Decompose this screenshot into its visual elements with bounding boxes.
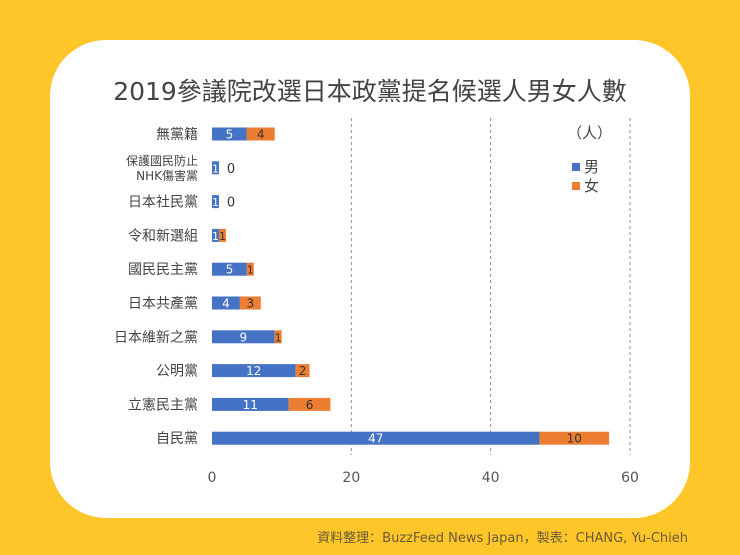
x-tick-label: 60 bbox=[621, 470, 639, 486]
legend-swatch bbox=[572, 163, 580, 171]
data-label: 47 bbox=[368, 432, 383, 446]
category-label: 日本維新之黨 bbox=[114, 330, 198, 346]
source-credit: 資料整理：BuzzFeed News Japan，製表：CHANG, Yu-Ch… bbox=[317, 531, 688, 546]
data-label: 5 bbox=[226, 128, 234, 142]
data-label: 3 bbox=[246, 297, 254, 311]
x-tick-label: 40 bbox=[482, 470, 500, 486]
data-label: 6 bbox=[306, 398, 314, 412]
legend-swatch bbox=[572, 182, 580, 190]
category-label: 日本共產黨 bbox=[128, 295, 198, 312]
data-label: 1 bbox=[247, 264, 254, 277]
bar-segment bbox=[212, 364, 296, 378]
category-label: 公明黨 bbox=[156, 364, 198, 380]
data-label: 9 bbox=[240, 330, 248, 344]
category-label: 自民黨 bbox=[156, 431, 198, 447]
bar-segment bbox=[295, 364, 310, 378]
category-label: 無黨籍 bbox=[156, 126, 198, 143]
data-label: 1 bbox=[212, 196, 219, 209]
bar-segment bbox=[212, 195, 219, 209]
x-tick-label: 20 bbox=[342, 470, 360, 486]
legend-unit: （人） bbox=[567, 124, 612, 142]
bar-segment bbox=[212, 330, 275, 344]
bar-segment bbox=[539, 431, 610, 445]
bar-segment bbox=[212, 296, 240, 310]
data-label: 1 bbox=[219, 230, 226, 243]
bar-segment bbox=[274, 330, 282, 344]
category-label: 保護國民防止 bbox=[126, 153, 198, 168]
chart-title: 2019參議院改選日本政黨提名候選人男女人數 bbox=[113, 77, 627, 106]
category-label: NHK傷害黨 bbox=[136, 168, 198, 183]
bar-segment bbox=[288, 397, 331, 411]
legend-label: 女 bbox=[584, 177, 599, 195]
data-label: 0 bbox=[227, 162, 235, 177]
bar-segment bbox=[212, 262, 247, 276]
bar-segment bbox=[246, 262, 254, 276]
x-tick-label: 0 bbox=[208, 470, 217, 486]
bar-segment bbox=[246, 127, 275, 141]
data-label: 11 bbox=[243, 398, 258, 412]
data-label: 5 bbox=[226, 263, 234, 277]
legend-label: 男 bbox=[584, 158, 599, 176]
data-label: 0 bbox=[227, 196, 235, 211]
category-label: 立憲民主黨 bbox=[128, 396, 198, 413]
bar-segment bbox=[212, 161, 219, 175]
category-label: 令和新選組 bbox=[128, 228, 198, 244]
bar-segment bbox=[218, 228, 226, 242]
data-label: 4 bbox=[257, 128, 265, 142]
data-label: 2 bbox=[299, 364, 307, 378]
data-label: 1 bbox=[212, 230, 219, 243]
category-label: 日本社民黨 bbox=[128, 195, 198, 211]
data-label: 10 bbox=[567, 432, 582, 446]
bar-segment bbox=[212, 431, 540, 445]
data-label: 12 bbox=[246, 364, 261, 378]
data-label: 1 bbox=[275, 331, 282, 344]
bar-segment bbox=[212, 228, 219, 242]
category-label: 國民民主黨 bbox=[128, 262, 198, 278]
data-label: 4 bbox=[222, 297, 230, 311]
bar-segment bbox=[239, 296, 261, 310]
bar-segment bbox=[212, 397, 289, 411]
bar-segment bbox=[212, 127, 247, 141]
data-label: 1 bbox=[212, 162, 219, 175]
